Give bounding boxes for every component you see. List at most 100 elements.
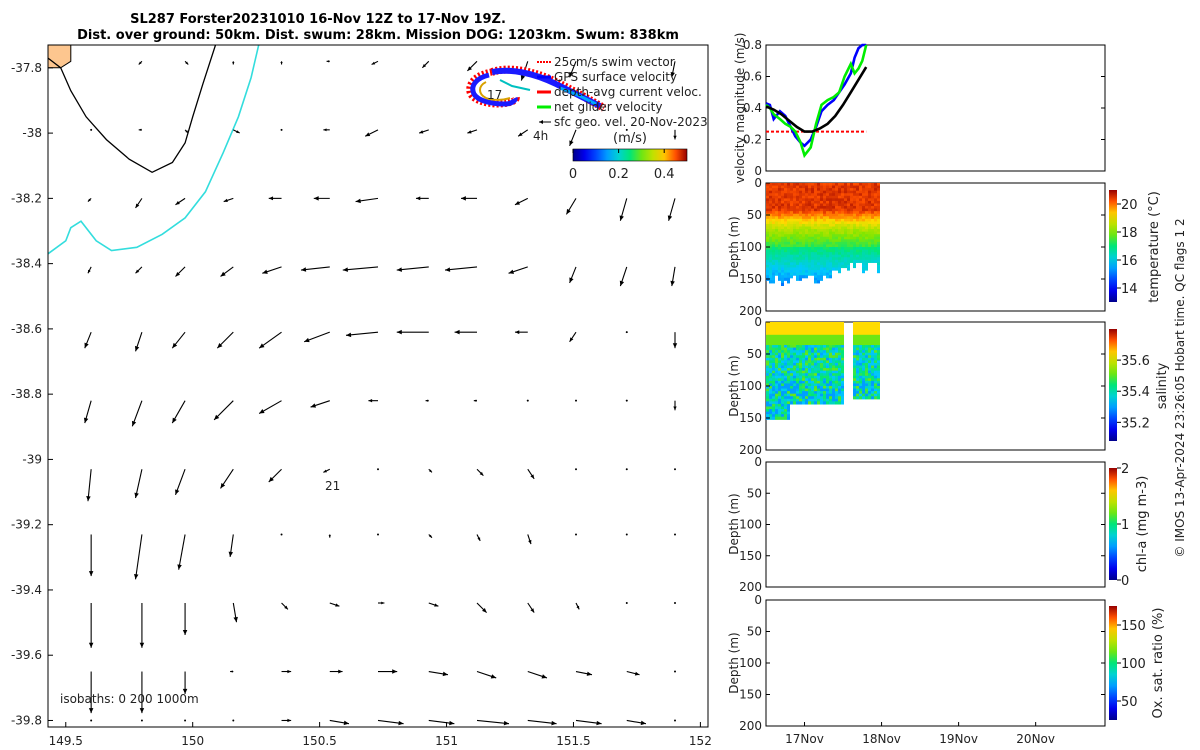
salinity-cell (772, 365, 775, 369)
temperature-cell (805, 185, 808, 189)
salinity-cell (769, 393, 772, 397)
salinity-cell (865, 362, 868, 367)
temperature-cell (766, 223, 769, 228)
temperature-cell (829, 213, 832, 217)
temperature-cell (787, 226, 790, 230)
salinity-cell (796, 388, 799, 392)
temperature-cell (796, 267, 799, 271)
salinity-cell (871, 388, 874, 392)
salinity-cell (823, 345, 826, 349)
salinity-cell (877, 327, 880, 331)
temperature-cell (814, 211, 817, 215)
salinity-cell (772, 393, 775, 397)
salinity-cell (796, 345, 799, 349)
temperature-cell (829, 252, 832, 256)
temperature-cell (850, 247, 853, 251)
temperature-cell (802, 272, 805, 276)
salinity-cell (778, 409, 781, 413)
salinity-cell (823, 362, 826, 367)
temperature-cell (811, 259, 814, 263)
temperature-cell (856, 190, 859, 194)
salinity-cell (853, 360, 856, 364)
salinity-cell (775, 386, 778, 390)
temperature-cell (781, 270, 784, 274)
temperature-cell (790, 200, 793, 205)
salinity-cell (862, 396, 865, 400)
temperature-cell (790, 267, 793, 271)
temperature-cell (832, 190, 835, 194)
salinity-cell (805, 396, 808, 400)
salinity-cell (769, 360, 772, 364)
salinity-cell (769, 416, 772, 420)
temperature-cell (766, 203, 769, 207)
salinity-cell (769, 396, 772, 400)
velocity-panel: 00.20.40.60.8 velocity magnitude (m/s) (733, 33, 1106, 183)
temperature-cell (802, 200, 805, 205)
temperature-cell (817, 244, 820, 248)
temperature-cell (766, 208, 769, 212)
temperature-cell (793, 226, 796, 230)
salinity-cell (781, 403, 784, 408)
salinity-cell (865, 391, 868, 395)
map-x-tick-label: 149.5 (49, 734, 83, 748)
velocity-arrow (670, 266, 676, 287)
temperature-cell (871, 241, 874, 246)
salinity-cell (823, 368, 826, 372)
salinity-cell (808, 383, 811, 387)
temperature-cell (871, 203, 874, 207)
salinity-cell (859, 350, 862, 354)
temperature-cell (808, 185, 811, 189)
salinity-cell (787, 370, 790, 374)
salinity-cell (820, 373, 823, 377)
salinity-cell (781, 337, 784, 341)
temperature-cell (811, 190, 814, 194)
salinity-cell (832, 391, 835, 395)
temperature-cell (865, 226, 868, 230)
salinity-cell (778, 375, 781, 379)
velocity-arrow (134, 534, 143, 580)
temperature-cell (826, 270, 829, 274)
temperature-cell (817, 218, 820, 222)
temperature-cell (823, 231, 826, 235)
temperature-cell (829, 275, 832, 279)
salinity-cell (865, 329, 868, 333)
temperature-cell (832, 241, 835, 246)
salinity-cell (865, 342, 868, 346)
temperature-cell (814, 206, 817, 210)
salinity-cell (799, 393, 802, 397)
temperature-cell (775, 190, 778, 194)
temperature-cell (799, 262, 802, 266)
salinity-cell (775, 332, 778, 336)
temperature-cell (796, 234, 799, 238)
temperature-cell (802, 249, 805, 253)
velocity-arrow (323, 468, 331, 473)
salinity-cell (874, 339, 877, 344)
velocity-arrow (223, 197, 234, 203)
salinity-cell (799, 332, 802, 336)
velocity-arrow (175, 266, 186, 277)
temperature-cell (850, 231, 853, 235)
salinity-cell (841, 347, 844, 351)
temperature-cell (856, 203, 859, 207)
salinity-cell (829, 398, 832, 402)
salinity-cell (796, 398, 799, 402)
salinity-cell (799, 370, 802, 374)
salinity-cell (787, 324, 790, 328)
temperature-cell (802, 254, 805, 258)
temperature-cell (835, 226, 838, 230)
salinity-cell (859, 370, 862, 374)
salinity-cell (772, 368, 775, 372)
temperature-cell (862, 249, 865, 253)
salinity-cell (784, 414, 787, 418)
salinity-cell (814, 360, 817, 364)
temperature-cell (802, 188, 805, 192)
salinity-cell (781, 345, 784, 349)
salinity-cell (823, 398, 826, 402)
salinity-cell (832, 327, 835, 331)
salinity-cell (766, 322, 769, 326)
chla-colorbar-ticks: 012 (1117, 462, 1129, 589)
temperature-cell (790, 252, 793, 256)
colorbar-tick-label: 18 (1121, 226, 1138, 241)
temperature-cell (868, 203, 871, 207)
temperature-cell (772, 234, 775, 238)
